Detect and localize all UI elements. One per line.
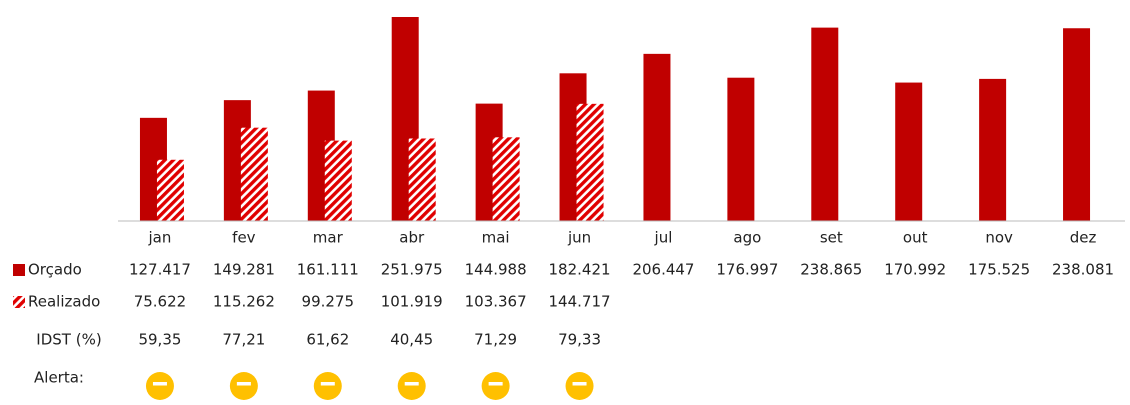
- value-label: 75.622: [134, 293, 187, 311]
- x-tick-label: jul: [654, 229, 673, 247]
- value-label: 251.975: [381, 261, 443, 279]
- alert-icon: [145, 372, 174, 400]
- value-label: 170.992: [884, 261, 946, 279]
- legend-label: Orçado: [28, 261, 82, 279]
- value-label: 149.281: [213, 261, 275, 279]
- value-label: 103.367: [465, 293, 527, 311]
- idst-label: 40,45: [390, 331, 433, 349]
- x-tick-label: set: [820, 229, 843, 247]
- x-tick-label: mar: [313, 229, 344, 247]
- idst-label: 77,21: [222, 331, 265, 349]
- alert-icon-bar: [572, 382, 587, 386]
- value-label: 182.421: [549, 261, 611, 279]
- bar: [1063, 28, 1091, 221]
- idst-label: 59,35: [138, 331, 181, 349]
- x-tick-label: fev: [232, 229, 256, 247]
- row-label: Alerta:: [34, 369, 84, 387]
- bar: [324, 140, 352, 221]
- bar: [727, 77, 755, 221]
- bar: [492, 137, 520, 221]
- x-tick-label: nov: [985, 229, 1013, 247]
- x-tick-label: ago: [733, 229, 761, 247]
- x-tick-label: out: [903, 229, 928, 247]
- value-label: 238.865: [800, 261, 862, 279]
- value-label: 144.717: [549, 293, 611, 311]
- idst-label: 79,33: [558, 331, 601, 349]
- x-tick-label: jan: [148, 229, 172, 247]
- idst-label: 71,29: [474, 331, 517, 349]
- value-label: 175.525: [968, 261, 1030, 279]
- idst-label: 61,62: [306, 331, 349, 349]
- bar: [240, 127, 268, 221]
- bar: [156, 159, 184, 221]
- x-tick-label: dez: [1070, 229, 1097, 247]
- alert-icon-bar: [152, 382, 167, 386]
- x-tick-label: mai: [482, 229, 510, 247]
- legend-label: Realizado: [28, 293, 100, 311]
- legend-swatch: [13, 264, 25, 276]
- value-label: 99.275: [302, 293, 355, 311]
- bar: [643, 53, 671, 222]
- bar: [408, 138, 436, 221]
- value-label: 144.988: [465, 261, 527, 279]
- value-label: 161.111: [297, 261, 359, 279]
- alert-icon-bar: [404, 382, 419, 386]
- alert-icon: [565, 372, 594, 400]
- value-label: 101.919: [381, 293, 443, 311]
- alert-icon-bar: [236, 382, 251, 386]
- alert-icon: [313, 372, 342, 400]
- alert-icon-bar: [488, 382, 503, 386]
- legend-swatch: [13, 296, 25, 308]
- value-label: 127.417: [129, 261, 191, 279]
- alert-icon: [397, 372, 426, 400]
- value-label: 238.081: [1052, 261, 1114, 279]
- alert-icon: [481, 372, 510, 400]
- value-label: 206.447: [632, 261, 694, 279]
- value-label: 176.997: [716, 261, 778, 279]
- bar: [979, 78, 1007, 222]
- alert-icon: [229, 372, 258, 400]
- bar: [895, 82, 923, 221]
- alert-icon-bar: [320, 382, 335, 386]
- bar: [576, 103, 604, 221]
- x-tick-label: abr: [399, 229, 425, 247]
- bar: [811, 27, 839, 222]
- value-label: 115.262: [213, 293, 275, 311]
- x-tick-label: jun: [567, 229, 591, 247]
- row-label: IDST (%): [36, 331, 101, 349]
